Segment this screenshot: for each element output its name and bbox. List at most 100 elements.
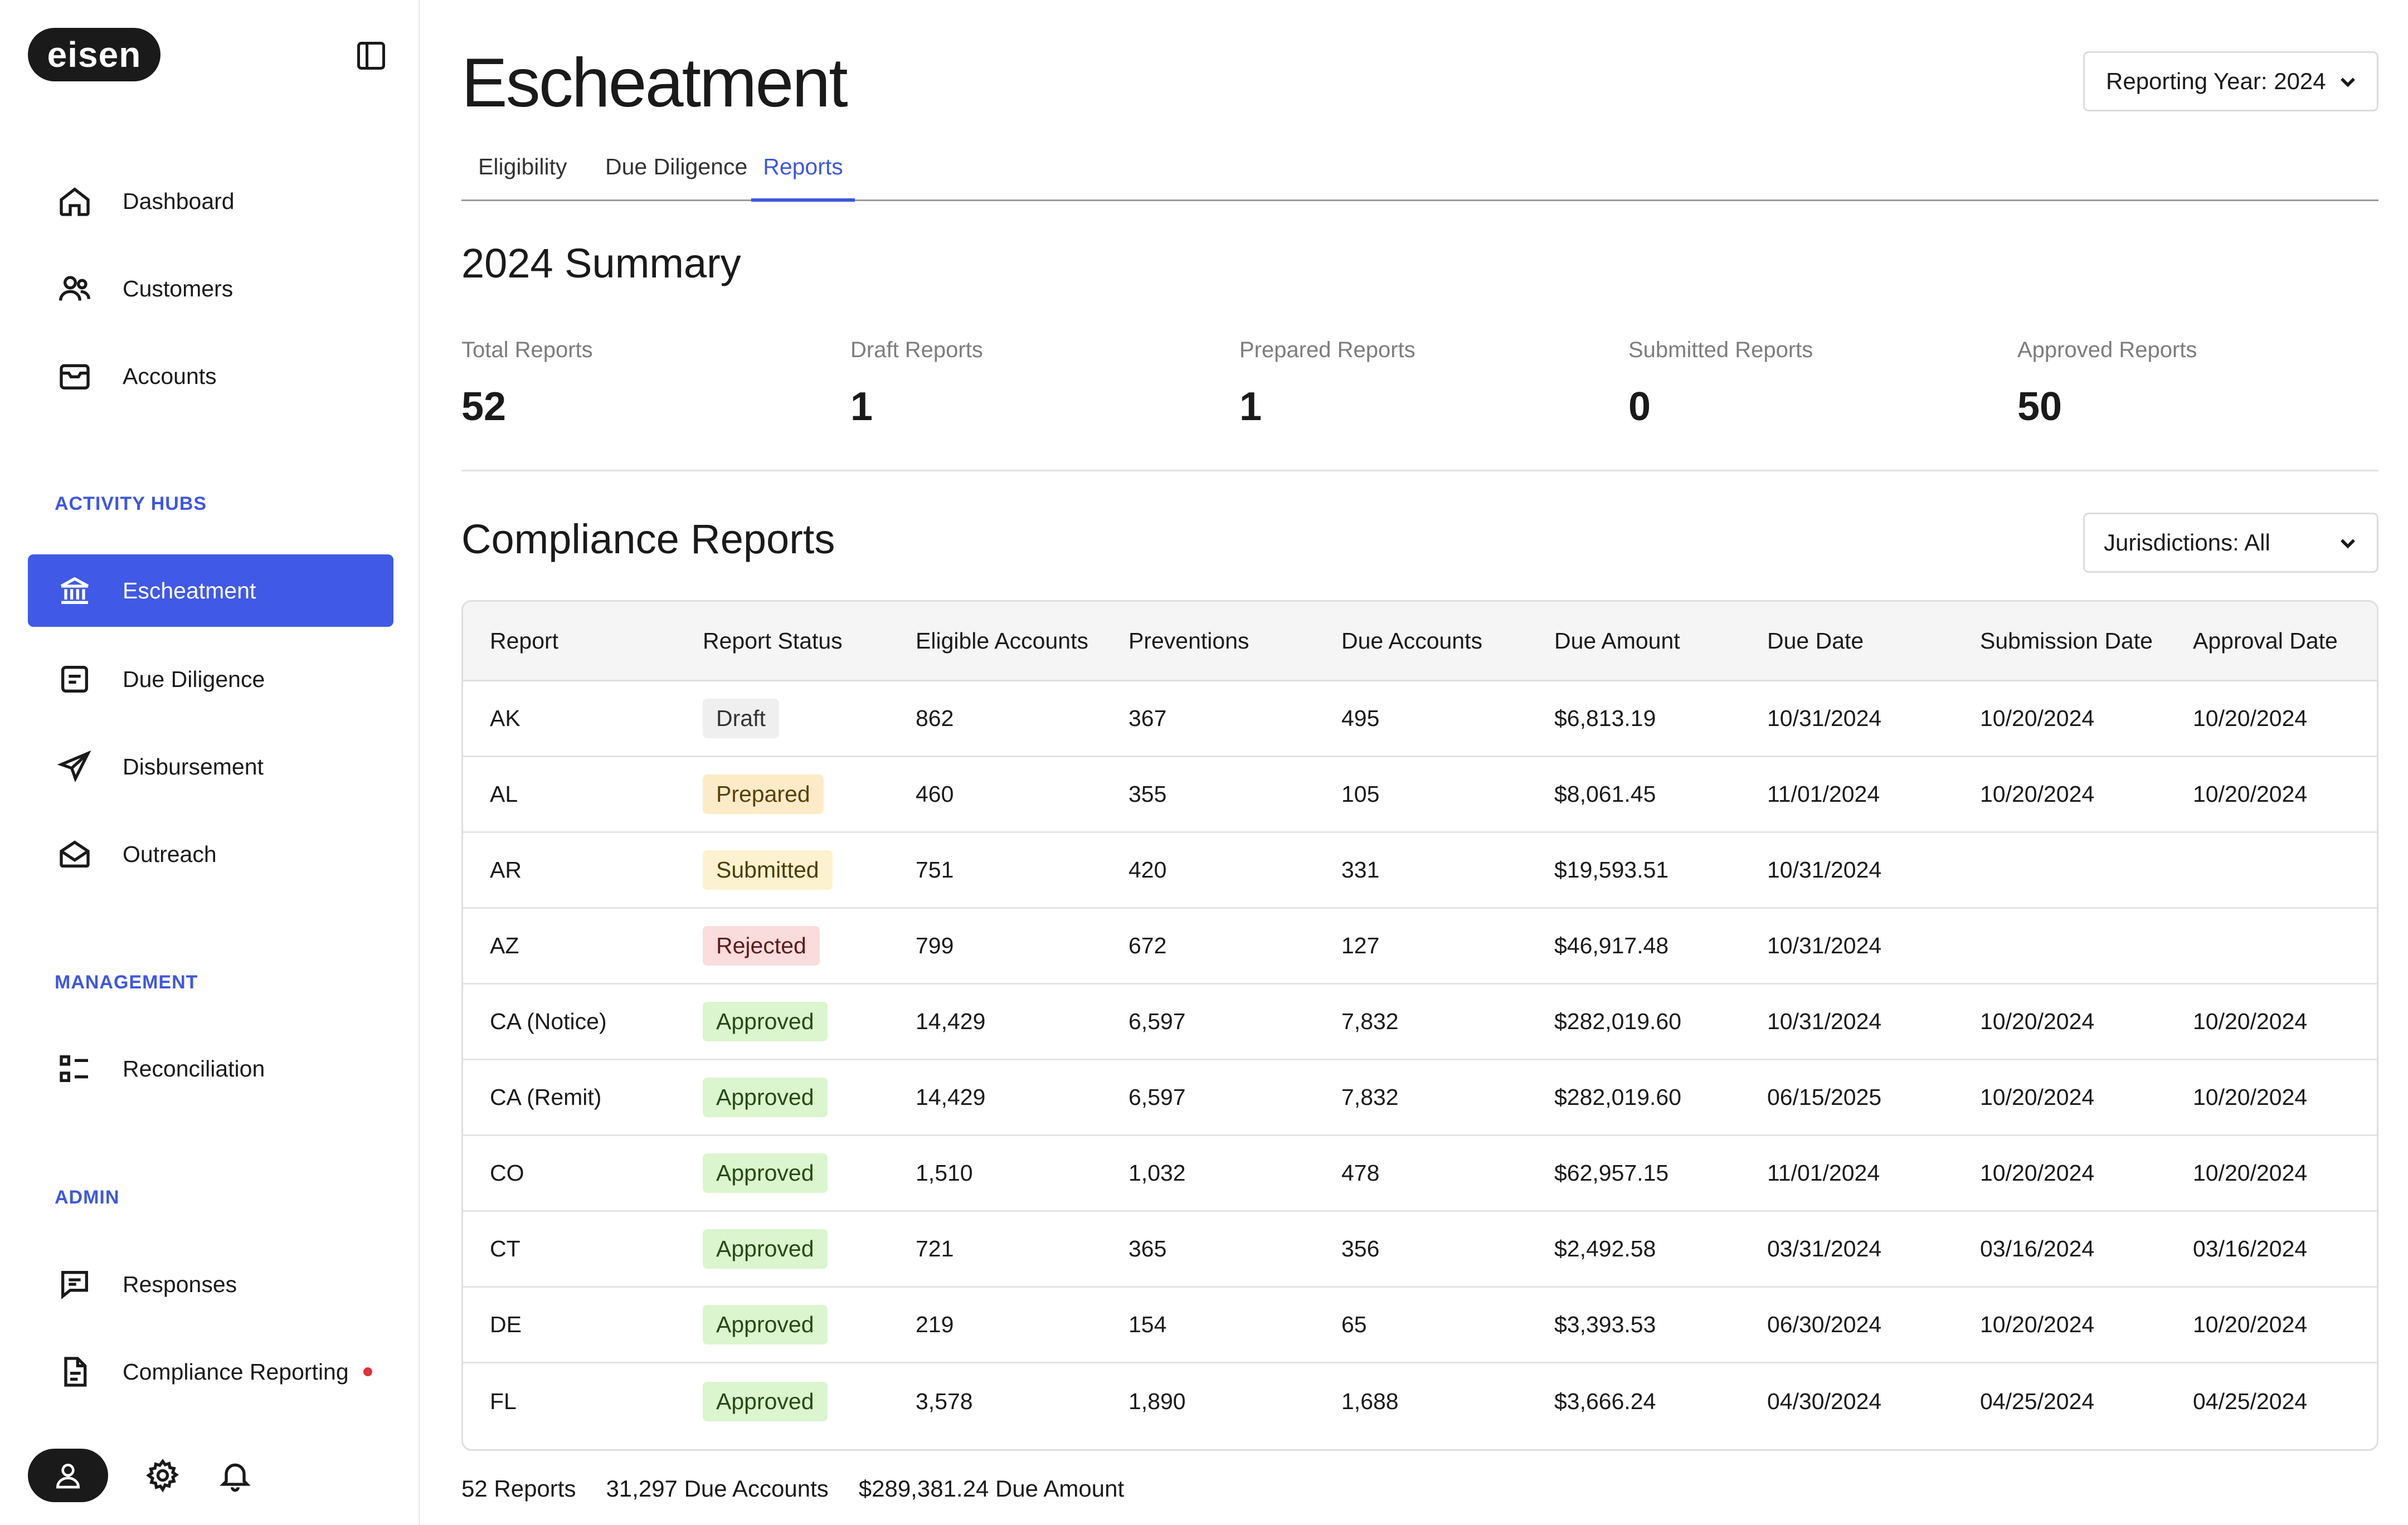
table-cell-due-amount: $282,019.60 [1554, 1008, 1682, 1034]
table-cell-due-accounts: 105 [1341, 781, 1380, 807]
column-header[interactable]: Due Date [1767, 627, 1864, 654]
table-row[interactable]: CT Approved 721 365 356 $2,492.58 03/31/2024 03… [463, 1212, 2377, 1288]
notification-bell-icon[interactable] [217, 1458, 253, 1493]
table-cell-eligible: 751 [916, 857, 954, 883]
table-cell-approval: 10/20/2024 [2193, 1312, 2308, 1337]
sidebar-item-label: Responses [123, 1271, 237, 1297]
table-cell-due-amount: $8,061.45 [1554, 781, 1656, 807]
sidebar-item-outreach[interactable]: Outreach [28, 818, 393, 890]
eisen-logo[interactable]: eisen [28, 28, 160, 81]
table-body: AK Draft 862 367 495 $6,813.19 10/31/2024 10/20… [463, 681, 2377, 1439]
status-badge: Draft [703, 699, 779, 738]
table-cell-status: Approved [676, 1229, 889, 1269]
table-cell-eligible: 721 [916, 1236, 954, 1261]
stat-value: 52 [461, 384, 507, 429]
table-cell-preventions: 1,890 [1128, 1388, 1186, 1414]
table-row[interactable]: AL Prepared 460 355 105 $8,061.45 11/01/2024 10… [463, 757, 2377, 833]
sidebar-item-due-diligence[interactable]: Due Diligence [28, 643, 393, 715]
sidebar-item-responses[interactable]: Responses [28, 1248, 393, 1321]
sidebar-item-label: Outreach [123, 841, 217, 867]
table-cell-due-amount: $3,666.24 [1554, 1388, 1656, 1414]
sidebar-item-label: Disbursement [123, 753, 264, 779]
bank-icon [55, 571, 95, 611]
section-label-management: MANAGEMENT [55, 972, 198, 993]
table-cell-due-accounts: 127 [1341, 933, 1380, 958]
profile-avatar[interactable] [28, 1449, 108, 1502]
table-row[interactable]: AK Draft 862 367 495 $6,813.19 10/31/2024 10/20… [463, 681, 2377, 757]
table-cell-due-date: 03/31/2024 [1767, 1236, 1882, 1261]
table-row[interactable]: DE Approved 219 154 65 $3,393.53 06/30/2024 10/… [463, 1288, 2377, 1363]
status-badge: Rejected [703, 926, 820, 966]
status-badge: Submitted [703, 850, 833, 890]
stat-label: Approved Reports [2017, 338, 2197, 362]
column-header[interactable]: Preventions [1128, 627, 1249, 654]
settings-gear-icon[interactable] [145, 1458, 181, 1493]
column-header[interactable]: Report [490, 627, 559, 654]
table-cell-eligible: 460 [916, 781, 954, 807]
table-cell-report: CA (Notice) [490, 1008, 607, 1034]
table-cell-eligible: 799 [916, 933, 954, 958]
table-cell-submission: 10/20/2024 [1980, 1084, 2095, 1110]
table-row[interactable]: CA (Remit) Approved 14,429 6,597 7,832 $282,0… [463, 1060, 2377, 1136]
table-cell-status: Approved [676, 1153, 889, 1193]
sidebar-item-accounts[interactable]: Accounts [28, 340, 393, 412]
tab-due-diligence[interactable]: Due Diligence [605, 154, 748, 179]
table-footer-totals: 52 Reports 31,297 Due Accounts $289,381.… [461, 1475, 1154, 1502]
total-reports-count: 52 Reports [461, 1475, 576, 1502]
column-header[interactable]: Due Amount [1554, 627, 1680, 654]
sidebar-item-disbursement[interactable]: Disbursement [28, 730, 393, 803]
compliance-reports-title: Compliance Reports [461, 516, 835, 562]
reporting-year-select[interactable]: Reporting Year: 2024 [2083, 51, 2378, 111]
column-header[interactable]: Report Status [703, 627, 843, 654]
sidebar-bottom-bar [28, 1449, 253, 1502]
sidebar-toggle-icon[interactable] [354, 39, 388, 72]
jurisdictions-select[interactable]: Jurisdictions: All [2083, 513, 2378, 573]
table-cell-report: FL [490, 1388, 517, 1414]
table-cell-due-amount: $2,492.58 [1554, 1236, 1656, 1261]
table-cell-due-accounts: 65 [1341, 1312, 1367, 1337]
table-row[interactable]: CA (Notice) Approved 14,429 6,597 7,832 $282,… [463, 985, 2377, 1060]
tab-reports[interactable]: Reports [751, 154, 855, 202]
chevron-down-icon [2336, 531, 2360, 556]
table-cell-due-date: 10/31/2024 [1767, 705, 1882, 731]
column-header[interactable]: Eligible Accounts [916, 627, 1088, 654]
column-header[interactable]: Approval Date [2193, 627, 2338, 654]
stat-value: 1 [1239, 384, 1262, 429]
summary-title: 2024 Summary [461, 240, 741, 286]
table-cell-approval: 10/20/2024 [2193, 705, 2308, 731]
column-header[interactable]: Submission Date [1980, 627, 2153, 654]
stat-value: 1 [850, 384, 873, 429]
home-icon [55, 181, 95, 221]
table-cell-status: Approved [676, 1381, 889, 1421]
table-row[interactable]: CO Approved 1,510 1,032 478 $62,957.15 11/01/2… [463, 1136, 2377, 1212]
table-cell-preventions: 365 [1128, 1236, 1167, 1261]
status-badge: Approved [703, 1305, 828, 1344]
column-header[interactable]: Due Accounts [1341, 627, 1482, 654]
message-icon [55, 1264, 95, 1304]
table-cell-submission: 04/25/2024 [1980, 1388, 2095, 1414]
mail-open-icon [55, 834, 95, 874]
sidebar-item-escheatment[interactable]: Escheatment [28, 554, 393, 627]
stat-label: Total Reports [461, 338, 593, 362]
sidebar-item-compliance-reporting[interactable]: Compliance Reporting [28, 1336, 393, 1408]
table-row[interactable]: FL Approved 3,578 1,890 1,688 $3,666.24 04/30/… [463, 1363, 2377, 1439]
table-cell-submission: 03/16/2024 [1980, 1236, 2095, 1261]
table-cell-preventions: 6,597 [1128, 1084, 1186, 1110]
table-cell-due-date: 06/30/2024 [1767, 1312, 1882, 1337]
status-badge: Approved [703, 1381, 828, 1421]
table-cell-eligible: 14,429 [916, 1008, 986, 1034]
tab-eligibility[interactable]: Eligibility [478, 154, 567, 179]
sidebar-item-customers[interactable]: Customers [28, 252, 393, 325]
sidebar-item-reconciliation[interactable]: Reconciliation [28, 1032, 393, 1105]
table-cell-due-date: 04/30/2024 [1767, 1388, 1882, 1414]
table-cell-preventions: 672 [1128, 933, 1167, 958]
table-cell-eligible: 3,578 [916, 1388, 973, 1414]
jurisdictions-value: Jurisdictions: All [2104, 529, 2270, 556]
sidebar-item-dashboard[interactable]: Dashboard [28, 165, 393, 237]
table-row[interactable]: AR Submitted 751 420 331 $19,593.51 10/31/2024 [463, 833, 2377, 909]
stat-prepared-reports: Prepared Reports 1 [1239, 338, 1415, 430]
table-cell-report: AR [490, 857, 522, 883]
user-icon [56, 1464, 80, 1489]
table-row[interactable]: AZ Rejected 799 672 127 $46,917.48 10/31/2024 [463, 909, 2377, 985]
table-cell-report: AL [490, 781, 518, 807]
